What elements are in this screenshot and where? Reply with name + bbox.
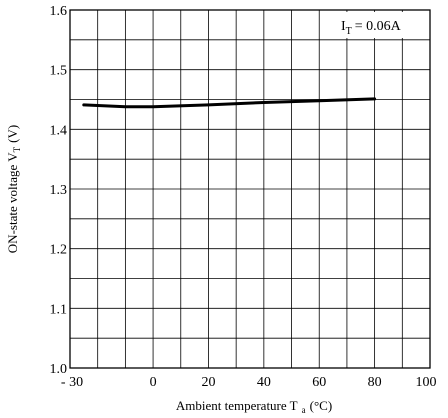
y-tick-label: 1.1 [50,302,68,317]
y-tick-labels: 1.0 1.1 1.2 1.3 1.4 1.5 1.6 [50,4,68,377]
plot-frame [69,9,431,369]
x-tick-label: - 30 [61,375,83,390]
series-line-on-state-voltage [82,97,377,109]
annotation-sub: T [346,26,352,37]
y-axis-label-sub: T [12,146,22,152]
y-tick-label: 1.6 [50,4,68,19]
annotation-background [337,12,427,38]
x-tick-label: 0 [150,375,157,390]
y-axis-label-main: ON-state voltage V [5,152,20,253]
x-tick-label: 20 [201,375,215,390]
x-tick-label: 60 [312,375,326,390]
x-axis-label-main: Ambient temperature T [176,398,298,413]
y-axis-label: ON-state voltage VT (V) [5,125,22,253]
x-tick-label: 80 [368,375,382,390]
y-tick-label: 1.0 [50,362,68,377]
y-tick-label: 1.3 [50,183,68,198]
y-tick-label: 1.2 [50,243,68,258]
grid-lines [70,10,430,368]
x-tick-labels: - 30 0 20 40 60 80 100 [61,375,437,390]
y-tick-label: 1.5 [50,64,68,79]
y-axis-label-unit: (V) [5,125,20,143]
annotation-rest: = 0.06A [355,19,402,34]
x-tick-label: 40 [257,375,271,390]
annotation-main: I [341,19,346,34]
x-axis-label: Ambient temperature T a (°C) [176,398,332,415]
x-tick-label: 100 [416,375,437,390]
x-axis-label-sub: a [302,405,306,415]
x-axis-label-unit: (°C) [310,398,333,413]
annotation-current: IT = 0.06A [341,19,402,37]
y-tick-label: 1.4 [50,123,68,138]
